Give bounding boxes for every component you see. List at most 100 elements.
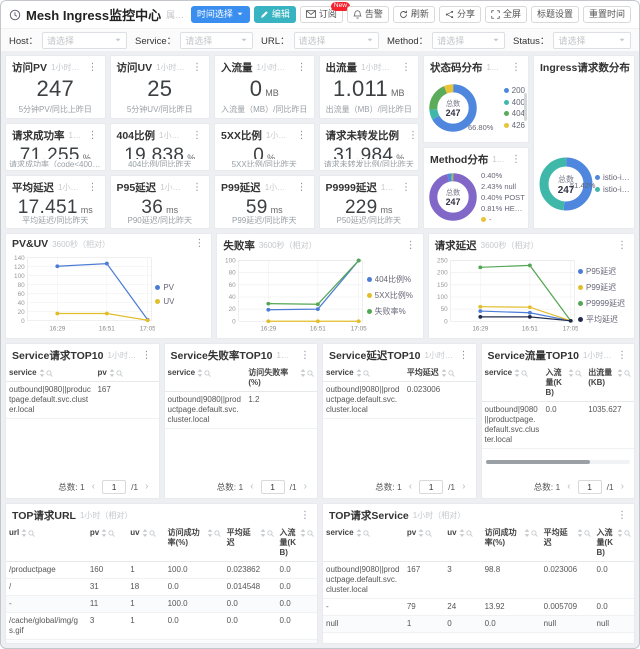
edit-button[interactable]: 编辑 xyxy=(253,5,296,24)
search-icon[interactable] xyxy=(307,369,314,377)
legend-item[interactable]: P99延迟 xyxy=(577,282,632,293)
legend-item[interactable]: 426 xyxy=(503,121,525,130)
card-menu-icon[interactable]: ⋮ xyxy=(458,349,469,361)
card-menu-icon[interactable]: ⋮ xyxy=(401,181,411,193)
sort-icon[interactable] xyxy=(459,529,465,537)
search-icon[interactable] xyxy=(521,369,528,377)
legend-scrollbar[interactable] xyxy=(524,93,527,121)
legend-item[interactable]: istio-ingres xyxy=(595,173,631,182)
legend-item[interactable]: 404 xyxy=(503,109,525,118)
sort-icon[interactable] xyxy=(197,369,203,377)
card-menu-icon[interactable]: ⋮ xyxy=(192,61,202,73)
search-icon[interactable] xyxy=(624,369,631,377)
search-icon[interactable] xyxy=(575,369,583,377)
scrollbar-thumb[interactable] xyxy=(485,460,590,464)
prev-page-button[interactable]: ‹ xyxy=(250,481,254,492)
legend-item[interactable]: 5XX比例% xyxy=(366,290,421,301)
sort-icon[interactable] xyxy=(514,369,520,377)
legend-item[interactable]: - xyxy=(481,215,525,224)
legend-item[interactable]: istio-ingres xyxy=(595,185,631,194)
next-page-button[interactable]: › xyxy=(462,481,466,492)
card-menu-icon[interactable]: ⋮ xyxy=(616,239,627,251)
card-menu-icon[interactable]: ⋮ xyxy=(300,509,310,521)
card-menu-icon[interactable]: ⋮ xyxy=(194,238,205,249)
card-menu-icon[interactable]: ⋮ xyxy=(617,349,627,361)
legend-item[interactable]: 404比例% xyxy=(366,274,421,285)
sort-icon[interactable] xyxy=(142,529,148,537)
page-input[interactable] xyxy=(577,480,602,494)
filter-service-select[interactable]: 请选择 xyxy=(180,31,253,49)
sort-icon[interactable] xyxy=(356,369,362,377)
sort-icon[interactable] xyxy=(207,529,213,537)
sort-icon[interactable] xyxy=(39,369,45,377)
search-icon[interactable] xyxy=(448,369,455,377)
legend-item[interactable]: P95延迟 xyxy=(577,266,632,277)
card-menu-icon[interactable]: ⋮ xyxy=(87,61,98,73)
search-icon[interactable] xyxy=(307,529,314,537)
prev-page-button[interactable]: ‹ xyxy=(567,481,571,492)
filter-url-select[interactable]: 请选择 xyxy=(293,31,379,49)
card-menu-icon[interactable]: ⋮ xyxy=(141,349,152,361)
fullscreen-button[interactable]: 全屏 xyxy=(484,5,527,24)
reset-time-button[interactable]: 重置时间 xyxy=(582,5,631,24)
sort-icon[interactable] xyxy=(300,369,306,377)
sort-icon[interactable] xyxy=(101,529,107,537)
page-input[interactable] xyxy=(419,480,444,494)
sort-icon[interactable] xyxy=(356,529,362,537)
share-button[interactable]: 分享 xyxy=(438,5,481,24)
subscribe-button[interactable]: 订阅 New xyxy=(299,1,350,24)
card-menu-icon[interactable]: ⋮ xyxy=(296,61,307,73)
sort-icon[interactable] xyxy=(577,529,583,537)
filter-method-select[interactable]: 请选择 xyxy=(432,31,505,49)
search-icon[interactable] xyxy=(425,529,433,537)
refresh-button[interactable]: 刷新 xyxy=(392,5,435,24)
horizontal-scrollbar[interactable] xyxy=(485,460,630,464)
legend-item[interactable]: 200 xyxy=(503,86,525,95)
page-input[interactable] xyxy=(260,480,285,494)
title-settings-button[interactable]: 标题设置 xyxy=(530,5,579,24)
sort-icon[interactable] xyxy=(418,529,424,537)
card-menu-icon[interactable]: ⋮ xyxy=(87,181,98,193)
next-page-button[interactable]: › xyxy=(145,481,149,492)
search-icon[interactable] xyxy=(116,369,123,377)
card-menu-icon[interactable]: ⋮ xyxy=(300,349,310,361)
search-icon[interactable] xyxy=(624,529,631,537)
sort-icon[interactable] xyxy=(617,369,623,377)
card-menu-icon[interactable]: ⋮ xyxy=(511,153,521,165)
prev-page-button[interactable]: ‹ xyxy=(408,481,413,492)
time-select-button[interactable]: 时间选择 xyxy=(190,5,250,24)
next-page-button[interactable]: › xyxy=(303,481,307,492)
sort-icon[interactable] xyxy=(568,369,574,377)
sort-icon[interactable] xyxy=(617,529,623,537)
prev-page-button[interactable]: ‹ xyxy=(91,481,96,492)
search-icon[interactable] xyxy=(583,529,591,537)
sort-icon[interactable] xyxy=(300,529,306,537)
card-menu-icon[interactable]: ⋮ xyxy=(296,181,307,193)
search-icon[interactable] xyxy=(45,369,53,377)
card-menu-icon[interactable]: ⋮ xyxy=(87,129,98,141)
card-menu-icon[interactable]: ⋮ xyxy=(401,61,411,73)
legend-item[interactable]: 失败率% xyxy=(366,306,421,317)
card-menu-icon[interactable]: ⋮ xyxy=(192,181,202,193)
legend-item[interactable]: PV xyxy=(155,283,209,292)
search-icon[interactable] xyxy=(108,529,116,537)
search-icon[interactable] xyxy=(149,529,156,537)
search-icon[interactable] xyxy=(214,529,221,537)
sort-icon[interactable] xyxy=(109,369,115,377)
search-icon[interactable] xyxy=(466,529,473,537)
search-icon[interactable] xyxy=(204,369,211,377)
filter-status-select[interactable]: 请选择 xyxy=(553,31,631,49)
sort-icon[interactable] xyxy=(524,529,530,537)
legend-item[interactable]: UV xyxy=(155,297,209,306)
sort-icon[interactable] xyxy=(21,529,27,537)
card-menu-icon[interactable]: ⋮ xyxy=(296,129,307,141)
search-icon[interactable] xyxy=(362,529,370,537)
search-icon[interactable] xyxy=(362,369,370,377)
search-icon[interactable] xyxy=(28,529,36,537)
card-menu-icon[interactable]: ⋮ xyxy=(511,61,521,73)
legend-item[interactable]: P9999延迟 xyxy=(577,298,632,309)
legend-item[interactable]: 平均延迟 xyxy=(577,314,632,325)
search-icon[interactable] xyxy=(266,529,274,537)
page-input[interactable] xyxy=(102,480,127,494)
alarm-button[interactable]: 告警 xyxy=(346,5,389,24)
